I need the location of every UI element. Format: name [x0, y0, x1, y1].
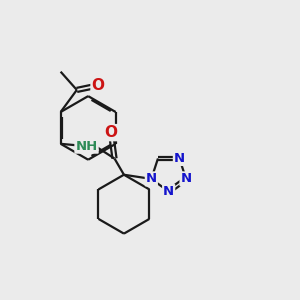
Text: O: O: [104, 125, 118, 140]
Text: N: N: [181, 172, 192, 185]
Text: N: N: [163, 185, 174, 198]
Text: O: O: [92, 78, 104, 93]
Text: N: N: [146, 172, 157, 185]
Text: NH: NH: [75, 140, 98, 153]
Text: N: N: [174, 152, 185, 165]
